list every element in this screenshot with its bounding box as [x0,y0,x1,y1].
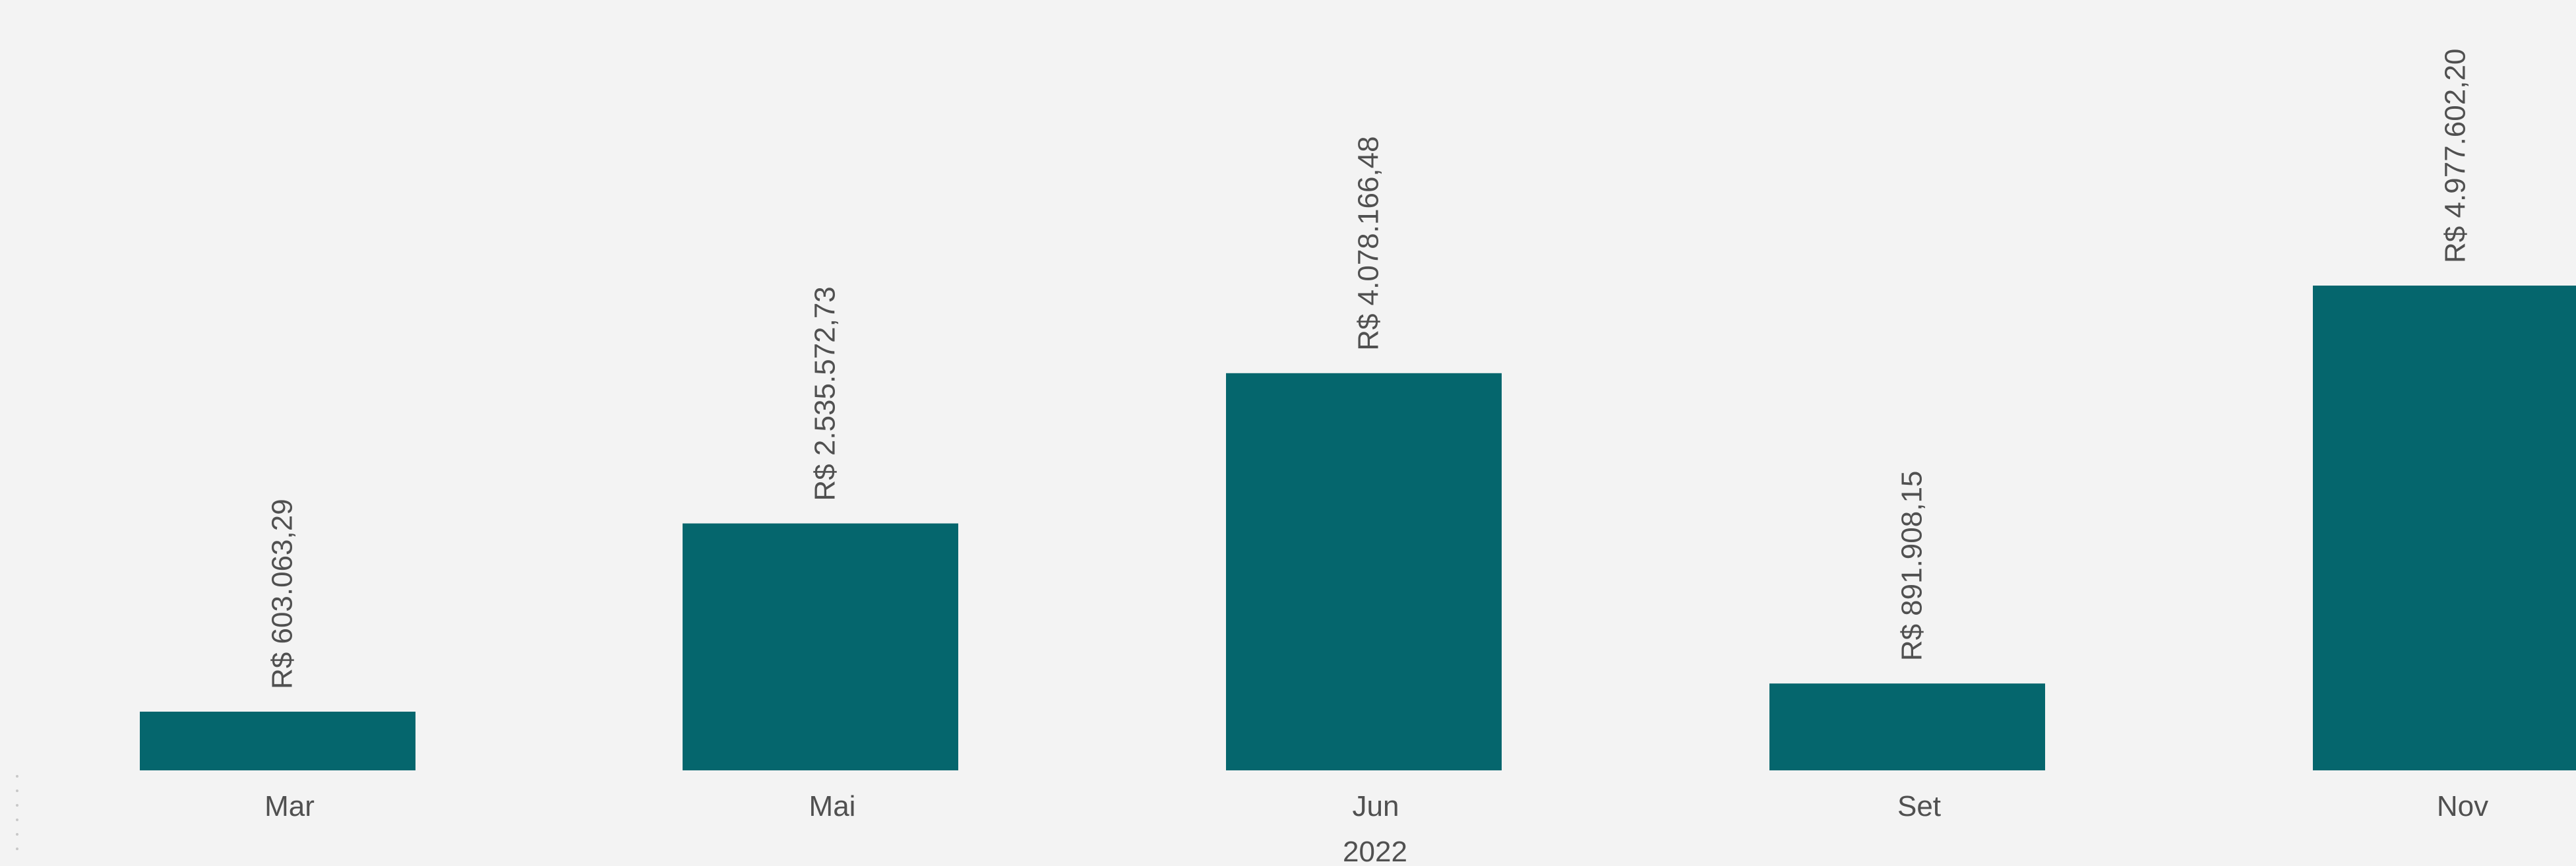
data-label-mar: R$ 603.063,29 [266,499,299,689]
tick-label-mar: Mar [264,790,315,822]
edge-dot [16,775,18,778]
edge-dot [16,819,18,821]
bars-group [140,286,2576,770]
edge-dot [16,789,18,792]
edge-dot [16,833,18,836]
bar-mar [140,712,415,770]
tick-label-nov: Nov [2437,790,2488,822]
data-label-mai: R$ 2.535.572,73 [809,286,842,501]
tick-label-jun: Jun [1353,790,1399,822]
x-axis-title: 2022 [1343,836,1407,866]
tick-label-set: Set [1897,790,1941,822]
edge-dot [16,804,18,807]
data-label-nov: R$ 4.977.602,20 [2439,49,2472,263]
bar-jun [1226,373,1502,770]
data-label-jun: R$ 4.078.166,48 [1353,136,1385,350]
bar-mai [683,523,958,770]
bar-set [1769,683,2045,770]
left-edge-dots [16,775,18,850]
edge-dot [16,848,18,850]
tick-label-mai: Mai [809,790,856,822]
data-labels-group: R$ 603.063,29 R$ 2.535.572,73 R$ 4.078.166… [266,49,2472,689]
bar-nov [2313,286,2576,770]
data-label-set: R$ 891.908,15 [1896,471,1928,662]
x-tick-labels-group: Mar Mai Jun Set Nov [264,790,2488,822]
